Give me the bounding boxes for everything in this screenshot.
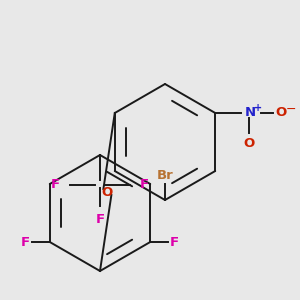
Text: F: F [170, 236, 179, 248]
Text: −: − [285, 103, 296, 116]
Text: O: O [244, 137, 255, 150]
Text: F: F [95, 213, 105, 226]
Text: Br: Br [157, 169, 173, 182]
Text: +: + [254, 103, 262, 113]
Text: N: N [245, 106, 256, 119]
Text: F: F [140, 178, 149, 191]
Text: F: F [21, 236, 30, 248]
Text: F: F [51, 178, 60, 191]
Text: O: O [275, 106, 286, 119]
Text: O: O [102, 185, 113, 199]
